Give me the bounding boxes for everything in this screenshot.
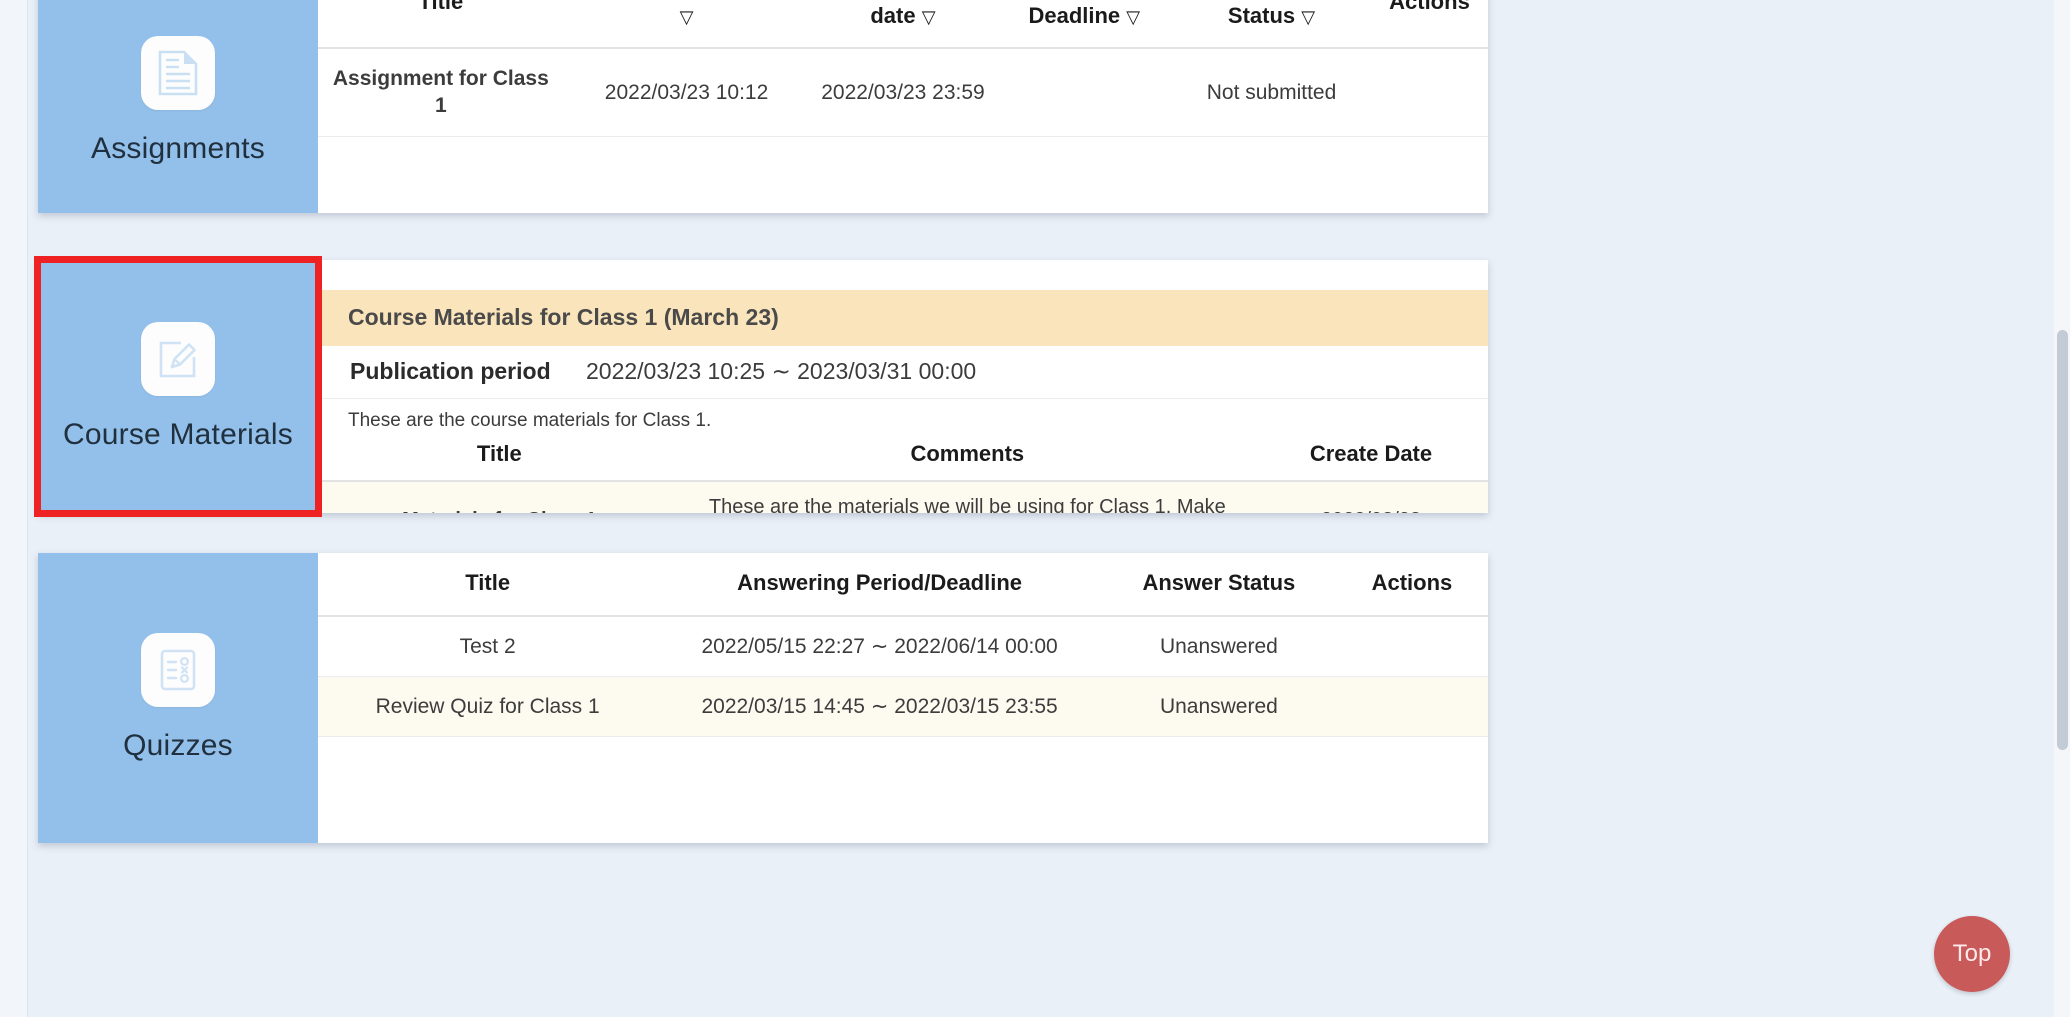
cell-material-comments: These are the materials we will be using… <box>680 480 1254 513</box>
cell-quiz-period: 2022/03/15 14:45 ∼ 2022/03/15 23:55 <box>657 676 1102 737</box>
quizzes-table: Title Answering Period/Deadline Answer S… <box>318 553 1488 737</box>
column-header-actions: Actions <box>1389 0 1470 14</box>
cell-quiz-title[interactable]: Test 2 <box>459 634 516 658</box>
sidebar-tile-course-materials[interactable]: Course Materials <box>34 256 322 517</box>
sidebar-tile-assignments[interactable]: Assignments <box>38 0 318 213</box>
table-row[interactable]: Materials for Class 1 These are the mate… <box>318 480 1488 513</box>
document-lines-icon <box>141 35 215 110</box>
column-header-title: Title <box>418 0 464 14</box>
quizzes-panel: Title Answering Period/Deadline Answer S… <box>318 553 1488 843</box>
table-header-row: Title Submission start date ▽ Submission… <box>318 0 1488 48</box>
assignments-panel: Title Submission start date ▽ Submission… <box>318 0 1488 213</box>
column-header-submission-end-date[interactable]: Submission end date ▽ <box>870 2 936 28</box>
pencil-edit-icon <box>141 321 215 396</box>
cell-submission-status: Not submitted <box>1206 80 1337 104</box>
assignments-table: Title Submission start date ▽ Submission… <box>318 0 1488 137</box>
publication-period-label: Publication period <box>350 358 551 384</box>
column-header-resubmission-deadline[interactable]: Resubmission Deadline ▽ <box>1028 2 1141 28</box>
sidebar-tile-quizzes[interactable]: Quizzes <box>38 553 318 843</box>
tile-label-assignments: Assignments <box>91 131 265 165</box>
column-header-create-date: Create Date <box>1309 441 1433 466</box>
cell-quiz-actions[interactable] <box>1335 676 1488 737</box>
publication-period-value: 2022/03/23 10:25 ∼ 2023/03/31 00:00 <box>586 358 977 384</box>
cell-quiz-status: Unanswered <box>1159 634 1278 658</box>
course-materials-description: These are the course materials for Class… <box>318 399 1488 432</box>
table-row[interactable]: Test 2 2022/05/15 22:27 ∼ 2022/06/14 00:… <box>318 616 1488 677</box>
column-header-answering-period: Answering Period/Deadline <box>737 570 1023 595</box>
cell-submission-start: 2022/03/23 10:12 <box>604 80 769 104</box>
table-header-row: Title Answering Period/Deadline Answer S… <box>318 553 1488 616</box>
column-header-submission-status[interactable]: Submission Status ▽ <box>1227 2 1316 28</box>
quiz-clipboard-icon <box>141 633 215 707</box>
column-header-submission-start-date[interactable]: Submission start date ▽ <box>564 0 810 48</box>
sort-caret-icon[interactable]: ▽ <box>921 6 936 27</box>
tile-label-quizzes: Quizzes <box>123 729 233 762</box>
course-materials-banner-title[interactable]: Course Materials for Class 1 (March 23) <box>318 290 1488 346</box>
column-header-actions: Actions <box>1371 570 1453 595</box>
table-header-row: Title Comments Create Date <box>318 432 1488 481</box>
publication-period-row: Publication period 2022/03/23 10:25 ∼ 20… <box>318 346 1488 399</box>
panel-top-spacer <box>318 260 1488 290</box>
sort-caret-icon[interactable]: ▽ <box>1126 6 1141 27</box>
table-row[interactable]: Review Quiz for Class 1 2022/03/15 14:45… <box>318 676 1488 737</box>
cell-material-title[interactable]: Materials for Class 1 <box>318 480 681 513</box>
cell-quiz-actions[interactable] <box>1336 616 1488 677</box>
course-materials-table: Title Comments Create Date Materials for… <box>318 432 1488 513</box>
page-scrollbar-track[interactable] <box>2054 0 2070 1017</box>
column-header-title: Title <box>465 570 511 595</box>
cell-material-create-date: 2022/03/23 <box>1253 480 1488 513</box>
assignments-section: Assignments Title Submission start date … <box>38 0 1488 213</box>
quizzes-section: Quizzes Title Answering Period/Deadline … <box>38 553 1488 843</box>
left-edge-strip <box>0 0 28 1017</box>
cell-actions[interactable] <box>1371 48 1488 136</box>
table-row[interactable]: Assignment for Class 1 2022/03/23 10:12 … <box>318 48 1488 137</box>
cell-resubmission-deadline <box>997 48 1173 136</box>
scroll-to-top-button[interactable]: Top <box>1934 916 2010 992</box>
column-header-title: Title <box>476 441 522 466</box>
sort-caret-icon[interactable]: ▽ <box>1301 6 1316 27</box>
sort-caret-icon[interactable]: ▽ <box>679 6 694 27</box>
cell-title[interactable]: Assignment for Class 1 <box>332 67 549 118</box>
course-materials-panel: Course Materials for Class 1 (March 23) … <box>318 260 1488 513</box>
cell-quiz-period: 2022/05/15 22:27 ∼ 2022/06/14 00:00 <box>701 634 1058 658</box>
cell-quiz-status: Unanswered <box>1101 676 1336 737</box>
tile-label-course-materials: Course Materials <box>63 417 293 451</box>
course-materials-section: Course Materials Course Materials for Cl… <box>34 256 1488 517</box>
column-header-answer-status: Answer Status <box>1142 570 1296 595</box>
column-header-comments: Comments <box>910 441 1025 466</box>
page-scrollbar-thumb[interactable] <box>2057 330 2068 750</box>
cell-submission-end: 2022/03/23 23:59 <box>821 80 985 104</box>
cell-quiz-title[interactable]: Review Quiz for Class 1 <box>318 676 658 737</box>
